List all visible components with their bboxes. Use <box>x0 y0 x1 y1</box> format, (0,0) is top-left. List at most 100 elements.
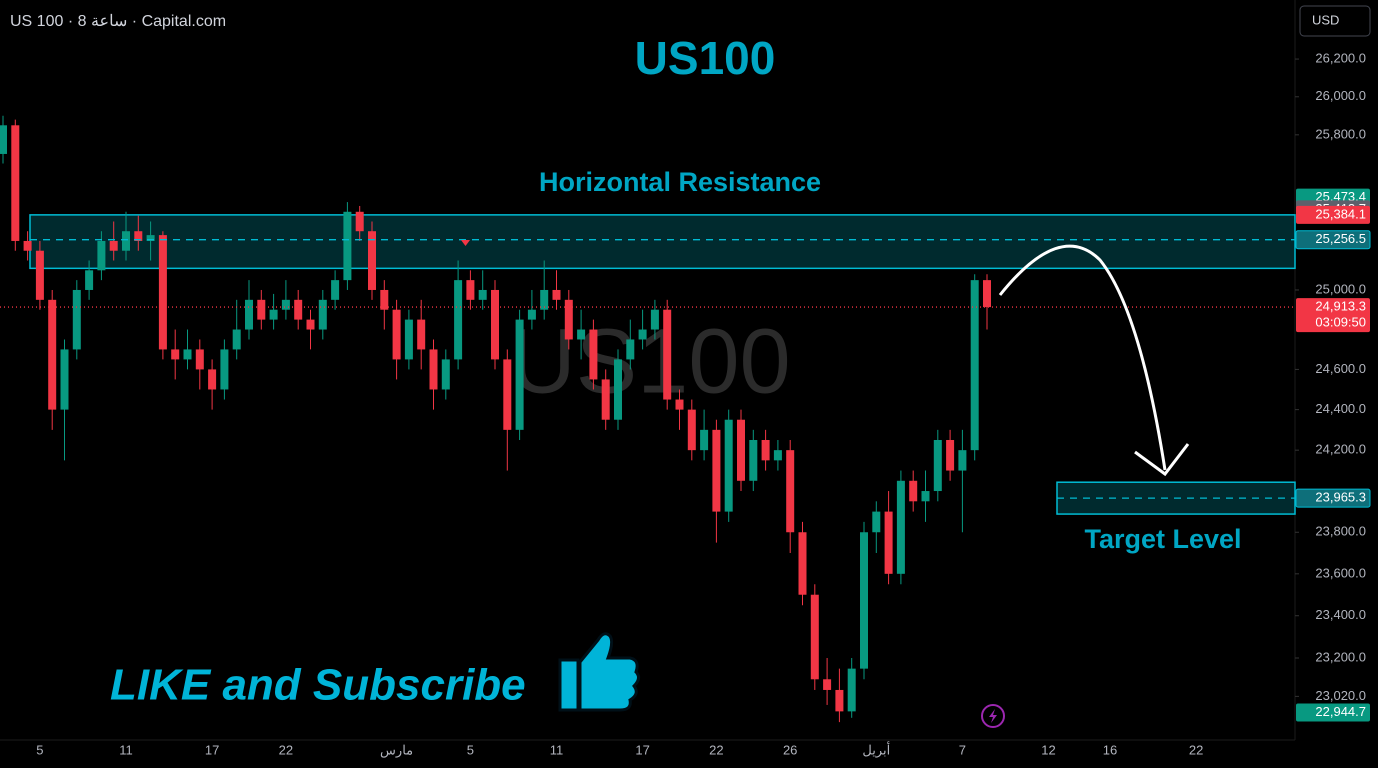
y-tick-label: 23,020.0 <box>1315 688 1366 703</box>
candle-body <box>454 280 463 360</box>
x-tick-label: 22 <box>279 742 293 757</box>
x-tick-label: 22 <box>709 742 723 757</box>
candle-body <box>368 231 376 290</box>
candle-body <box>650 309 659 330</box>
price-tag <box>1295 230 1371 250</box>
candle-body <box>60 349 69 410</box>
price-tag-label: 23,965.3 <box>1315 490 1366 505</box>
candle-body <box>355 211 364 232</box>
candle-body <box>614 359 622 420</box>
candle-body <box>946 439 955 471</box>
candle-body <box>773 450 782 461</box>
button-frame[interactable] <box>1299 5 1371 37</box>
candle-body <box>749 439 758 481</box>
icon-bolt[interactable] <box>989 709 997 723</box>
candle-body <box>331 280 340 300</box>
candle-body <box>921 491 930 502</box>
candle-body <box>72 289 81 350</box>
y-tick-label: 24,400.0 <box>1315 401 1366 416</box>
candle-body <box>11 125 20 241</box>
x-tick-label: مارس <box>380 742 413 758</box>
candle-body <box>663 309 672 400</box>
zone <box>29 214 1296 270</box>
x-tick-label: 11 <box>119 742 133 757</box>
candle-body <box>85 270 94 290</box>
candle-body <box>847 668 856 712</box>
candle-body <box>48 299 57 410</box>
y-tick-label: 23,400.0 <box>1315 607 1366 622</box>
candle-body <box>527 309 536 320</box>
currency-button[interactable]: USD <box>1299 5 1371 37</box>
candle-body <box>183 349 192 360</box>
candle-body <box>626 339 635 360</box>
candle-body <box>737 419 745 481</box>
candle-body <box>540 289 549 310</box>
candle-body <box>23 240 32 251</box>
candle-body <box>798 532 807 595</box>
candle-body <box>810 594 819 680</box>
candle-body <box>466 280 475 300</box>
candle-body <box>392 309 401 360</box>
y-tick-label: 24,600.0 <box>1315 361 1366 376</box>
candle-body <box>958 450 967 471</box>
x-tick-label: 26 <box>783 742 797 757</box>
x-tick-label: 5 <box>36 742 43 757</box>
x-tick-label: 17 <box>635 742 649 757</box>
candle-body <box>786 450 795 533</box>
candle-body <box>933 439 942 492</box>
price-tag-label: 25,384.1 <box>1315 206 1366 221</box>
candle-body <box>700 429 709 451</box>
icon-ring[interactable] <box>981 704 1005 728</box>
x-tick-label: 7 <box>959 742 966 757</box>
candle-body <box>823 679 832 690</box>
candle-body <box>515 319 524 430</box>
candle-body <box>97 240 106 271</box>
symbol-header: US 100 · 8 ساعة · Capital.com <box>10 13 226 30</box>
candle-body <box>245 299 253 330</box>
candle-body <box>638 329 647 340</box>
y-tick-label: 25,800.0 <box>1315 126 1366 141</box>
y-tick-label: 25,000.0 <box>1315 281 1366 296</box>
candle-body <box>552 289 561 300</box>
candle-body <box>601 379 610 420</box>
candle-body <box>860 532 868 669</box>
annotation: LIKE and Subscribe <box>110 661 526 710</box>
y-tick-label: 23,200.0 <box>1315 649 1366 664</box>
candle-body <box>0 125 7 154</box>
candle-body <box>220 349 229 390</box>
candle-body <box>983 280 991 308</box>
candle-body <box>269 309 278 320</box>
candle-body <box>835 689 844 712</box>
candle-body <box>872 511 881 533</box>
candle-body <box>577 329 586 340</box>
candle-body <box>478 289 487 300</box>
price-tag-label: 25,473.4 <box>1315 189 1366 204</box>
thumbs-up-icon <box>558 632 641 712</box>
arrow-head <box>1134 443 1190 477</box>
candle-body <box>429 349 438 390</box>
y-tick-label: 24,200.0 <box>1315 442 1366 457</box>
alert-icon[interactable] <box>981 704 1005 728</box>
candle-body <box>503 359 512 430</box>
candle-body <box>761 439 770 461</box>
price-tag-label: 22,944.7 <box>1315 704 1366 719</box>
x-tick-label: 22 <box>1189 742 1203 757</box>
zone-label: Horizontal Resistance <box>539 167 821 197</box>
candle-body <box>343 211 352 281</box>
candle-body <box>712 429 721 512</box>
candle-body <box>281 299 290 310</box>
x-tick-label: 5 <box>467 742 474 757</box>
zone-label: Target Level <box>1084 524 1241 554</box>
candle-body <box>675 399 684 410</box>
candle-body <box>564 299 573 340</box>
candle-body <box>404 319 413 360</box>
marker <box>461 240 470 246</box>
y-tick-label: 23,800.0 <box>1315 524 1366 539</box>
candle-body <box>589 329 598 380</box>
candle-body <box>909 480 918 502</box>
x-tick-label: 16 <box>1103 742 1117 757</box>
candle-body <box>257 299 266 320</box>
button-label[interactable]: USD <box>1312 12 1339 27</box>
candle-body <box>208 369 217 390</box>
